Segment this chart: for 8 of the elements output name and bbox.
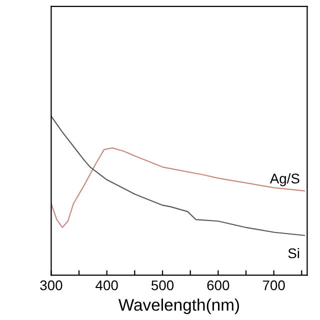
x-tick-label: 600 [207, 280, 230, 290]
x-tick-label: 700 [262, 280, 285, 290]
x-tick-label: 300 [40, 280, 62, 290]
x-axis-title: Wavelength(nm) [118, 298, 239, 314]
series-label: Ag/S [270, 173, 300, 186]
x-tick-label: 400 [96, 280, 118, 290]
x-tick-label: 500 [151, 280, 174, 290]
series-label: Si [288, 248, 300, 258]
